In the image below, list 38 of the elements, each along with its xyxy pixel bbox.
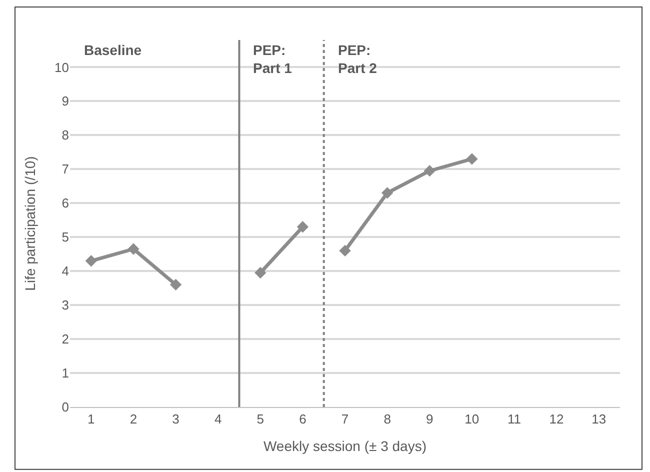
y-tick-label: 0 (62, 400, 69, 415)
point (424, 164, 436, 177)
x-tick-label: 13 (592, 412, 606, 427)
x-tick-label: 11 (507, 412, 521, 427)
x-tick-label: 12 (549, 412, 564, 427)
x-tick-label: 10 (464, 412, 480, 427)
y-tick-label: 8 (62, 128, 69, 143)
point (254, 266, 266, 279)
y-tick-label: 9 (62, 94, 69, 109)
x-tick-label: 4 (214, 412, 222, 427)
point (381, 187, 394, 199)
y-axis-title: Life participation (/10) (22, 156, 38, 291)
y-tick-label: 3 (62, 298, 69, 313)
x-axis-title: Weekly session (± 3 days) (263, 438, 427, 454)
point (128, 243, 140, 255)
x-tick-label: 1 (88, 412, 95, 427)
y-tick-label: 1 (62, 366, 69, 381)
y-tick-label: 4 (62, 264, 69, 279)
y-tick-label: 7 (62, 162, 69, 177)
y-tick-label: 5 (62, 230, 69, 245)
y-tick-label: 2 (62, 332, 69, 347)
x-tick-label: 7 (341, 412, 349, 427)
point (466, 153, 478, 165)
x-tick-label: 9 (426, 412, 434, 427)
ref-line-label: PEP: Part 1 (253, 42, 292, 76)
x-tick-label: 6 (299, 412, 306, 427)
point (339, 244, 351, 257)
annotation: Baseline (84, 42, 142, 58)
x-tick-label: 2 (130, 412, 138, 427)
x-tick-label: 3 (172, 412, 180, 427)
x-tick-label: 5 (256, 412, 264, 427)
x-tick-label: 8 (384, 412, 391, 427)
point (85, 255, 97, 267)
ref-line-label: PEP: Part 2 (338, 42, 378, 76)
point (296, 221, 309, 233)
point (170, 278, 182, 291)
y-tick-label: 6 (62, 196, 69, 211)
y-tick-label: 10 (54, 60, 69, 75)
